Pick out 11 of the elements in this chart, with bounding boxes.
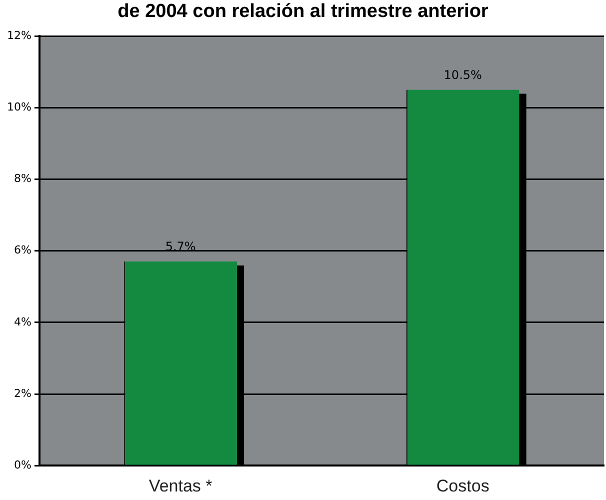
y-tick-label: 8% <box>14 172 32 186</box>
y-tick-label: 2% <box>14 386 32 400</box>
y-tick-label: 0% <box>14 458 32 472</box>
y-tick-label: 4% <box>14 315 32 328</box>
y-tick-label: 6% <box>14 244 32 257</box>
x-tick-label: Costos <box>436 476 490 496</box>
y-tick-label: 12% <box>6 28 32 42</box>
x-tick-label: Ventas * <box>148 476 213 496</box>
y-tick-label: 10% <box>6 100 32 114</box>
data-label: 10.5% <box>444 68 482 82</box>
chart-title: de 2004 con relación al trimestre anterior <box>116 0 490 24</box>
